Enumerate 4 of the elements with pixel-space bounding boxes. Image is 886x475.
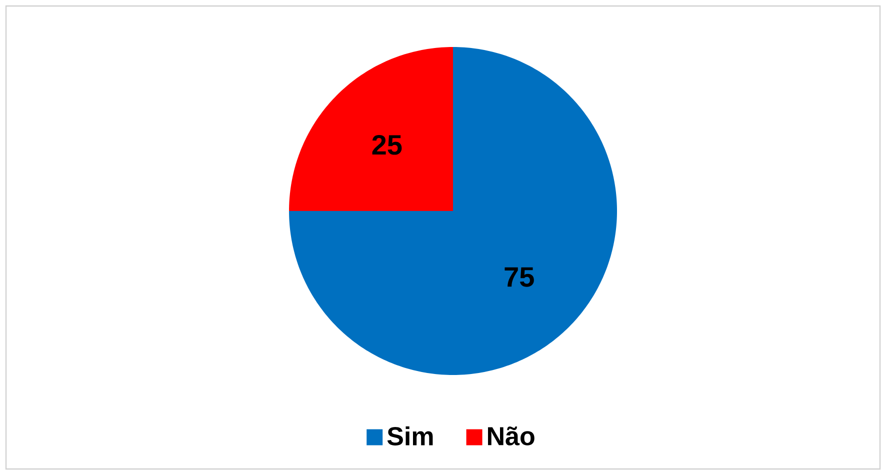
data-label: 75 bbox=[504, 267, 534, 287]
legend-label: Sim bbox=[387, 426, 433, 446]
data-label: 25 bbox=[372, 134, 402, 155]
legend-label: Não bbox=[488, 426, 534, 446]
